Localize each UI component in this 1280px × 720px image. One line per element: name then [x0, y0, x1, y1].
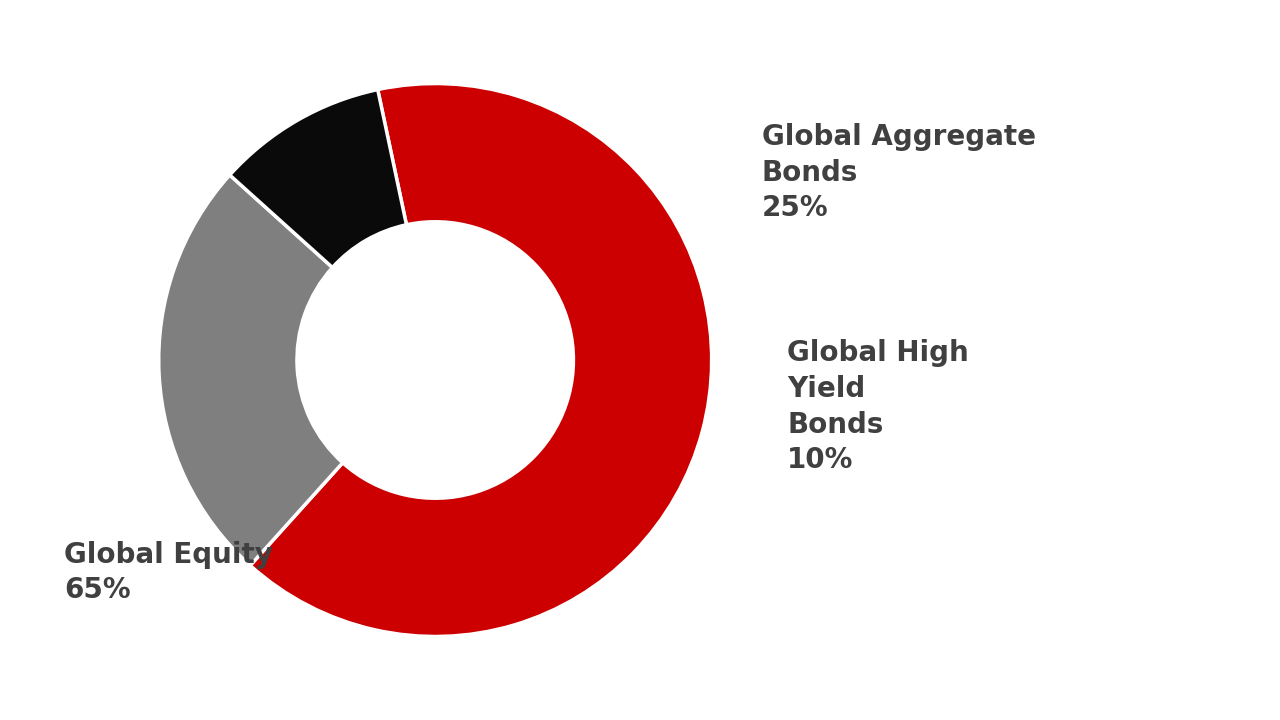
Text: Global Equity
65%: Global Equity 65% [64, 541, 273, 604]
Text: Global High
Yield
Bonds
10%: Global High Yield Bonds 10% [787, 339, 969, 474]
Wedge shape [250, 84, 712, 636]
Text: Global Aggregate
Bonds
25%: Global Aggregate Bonds 25% [762, 123, 1036, 222]
Wedge shape [229, 89, 407, 268]
Wedge shape [159, 175, 343, 565]
